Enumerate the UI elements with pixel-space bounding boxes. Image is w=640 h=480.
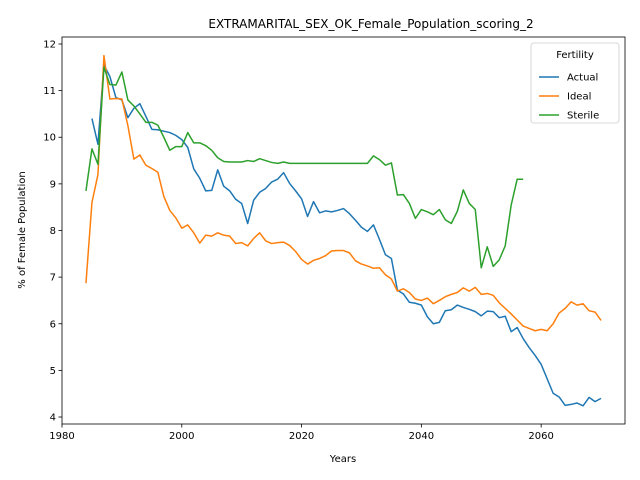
y-tick-label: 4 [50,413,56,424]
series-line-sterile [85,66,524,269]
x-tick-label: 1980 [49,431,74,442]
legend-title: Fertility [556,50,594,61]
x-tick-label: 2060 [528,431,553,442]
series-line-actual [91,64,602,407]
x-tick-label: 2000 [169,431,194,442]
legend-box [530,42,620,124]
legend: Fertility Actual Ideal Sterile [530,42,620,124]
legend-label-sterile: Sterile [567,111,599,122]
y-tick-label: 12 [43,39,56,50]
series-line-ideal [85,54,602,332]
y-tick-label: 10 [43,133,56,144]
x-tick-label: 2020 [289,431,314,442]
y-tick-label: 9 [50,179,56,190]
legend-label-actual: Actual [567,73,598,84]
legend-label-ideal: Ideal [567,92,591,103]
y-tick-label: 6 [50,319,56,330]
y-tick-label: 11 [43,86,56,97]
y-tick-label: 7 [50,273,56,284]
x-axis-label: Years [329,454,356,465]
y-tick-label: 5 [50,366,56,377]
y-tick-label: 8 [50,226,56,237]
chart-title: EXTRAMARITAL_SEX_OK_Female_Population_sc… [208,17,533,31]
x-tick-label: 2040 [409,431,434,442]
y-axis-label: % of Female Population [17,171,28,288]
plot-area: 1980 2000 2020 2040 2060 4 5 6 7 8 9 10 11 12 [43,36,626,442]
